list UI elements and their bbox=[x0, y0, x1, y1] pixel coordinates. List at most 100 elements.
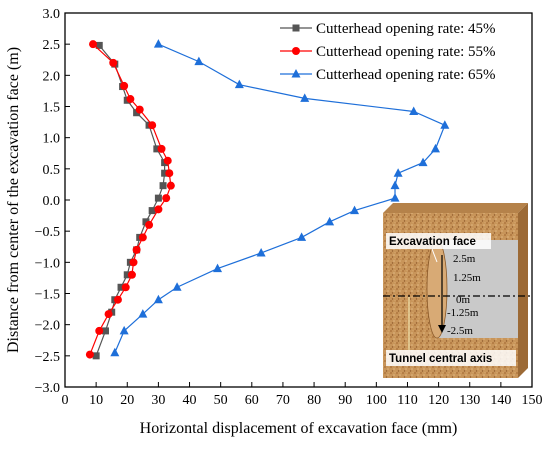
data-point bbox=[157, 144, 166, 153]
inset-mark-neg-2-5: -2.5m bbox=[447, 325, 473, 337]
data-point bbox=[133, 109, 141, 117]
y-tick-label: 1.5 bbox=[43, 101, 61, 116]
x-tick-label: 60 bbox=[245, 393, 259, 408]
inset-arrow-head-down bbox=[438, 325, 446, 333]
data-point bbox=[138, 309, 148, 318]
x-tick-label: 130 bbox=[459, 393, 480, 408]
data-point bbox=[165, 169, 174, 178]
tunnel-axis-label: Tunnel central axis bbox=[389, 353, 492, 365]
data-point bbox=[418, 157, 428, 167]
x-tick-label: 100 bbox=[366, 393, 387, 408]
data-point bbox=[161, 169, 169, 177]
data-point bbox=[234, 79, 244, 89]
excavation-leader bbox=[431, 248, 438, 263]
data-point bbox=[92, 352, 100, 360]
data-point bbox=[440, 120, 450, 129]
data-point bbox=[95, 326, 104, 335]
axes: 0 10 20 30 40 50 60 70 80 90 100 110 120 130 140 150 −3.… bbox=[5, 7, 543, 437]
data-point bbox=[126, 95, 135, 104]
series-line bbox=[95, 45, 166, 357]
y-tick-label: 2.5 bbox=[43, 38, 61, 53]
data-point bbox=[297, 232, 307, 241]
data-point bbox=[132, 245, 141, 254]
data-point bbox=[213, 263, 223, 273]
series-triangle bbox=[110, 39, 450, 357]
data-point bbox=[153, 39, 163, 48]
data-point bbox=[162, 194, 171, 203]
data-point bbox=[129, 258, 138, 267]
data-point bbox=[390, 180, 400, 190]
data-point bbox=[154, 205, 163, 214]
y-tick-label: 2.0 bbox=[43, 69, 61, 84]
x-tick-label: 110 bbox=[397, 393, 417, 408]
x-tick-label: 70 bbox=[276, 393, 290, 408]
x-tick-label: 40 bbox=[183, 393, 197, 408]
data-point bbox=[89, 40, 98, 49]
tunnel-inset: Excavation face Tunnel central axis 2.5m… bbox=[383, 203, 532, 378]
legend-marker bbox=[292, 24, 300, 32]
data-point bbox=[256, 247, 266, 257]
y-tick-label: −1.0 bbox=[35, 256, 60, 271]
y-tick-label: 1.0 bbox=[43, 132, 61, 147]
y-tick-label: 0.0 bbox=[43, 194, 61, 209]
data-point bbox=[123, 271, 131, 279]
legend-marker bbox=[292, 47, 300, 55]
data-point bbox=[148, 121, 157, 130]
x-axis-title: Horizontal displacement of excavation fa… bbox=[140, 420, 458, 437]
legend-label: Cutterhead opening rate: 65% bbox=[316, 67, 496, 83]
data-point bbox=[104, 310, 113, 319]
y-tick-label: 3.0 bbox=[43, 7, 61, 22]
inset-mark-1-25: 1.25m bbox=[453, 272, 481, 284]
x-tick-label: 10 bbox=[89, 393, 103, 408]
y-tick-label: −2.0 bbox=[35, 319, 60, 334]
data-point bbox=[121, 283, 130, 292]
inset-mark-neg-1-25: -1.25m bbox=[447, 307, 479, 319]
data-point bbox=[163, 156, 172, 165]
inset-side-face bbox=[518, 203, 528, 378]
y-tick-label: 0.5 bbox=[43, 163, 61, 178]
excavation-label-box bbox=[386, 233, 491, 249]
data-point bbox=[142, 218, 150, 226]
x-tick-label: 80 bbox=[307, 393, 321, 408]
data-point bbox=[153, 294, 163, 304]
tunnel-cut bbox=[431, 240, 518, 338]
data-point bbox=[117, 283, 125, 291]
data-point bbox=[110, 347, 120, 357]
data-point bbox=[109, 58, 118, 67]
data-point bbox=[127, 270, 136, 279]
data-point bbox=[390, 193, 400, 202]
data-point bbox=[300, 93, 310, 102]
series-circle bbox=[85, 40, 175, 359]
data-point bbox=[148, 207, 156, 215]
x-tick-label: 120 bbox=[428, 393, 449, 408]
data-point bbox=[409, 106, 419, 115]
data-point bbox=[172, 282, 182, 291]
excavation-face bbox=[426, 239, 448, 339]
y-tick-label: −2.5 bbox=[35, 350, 60, 365]
data-point bbox=[95, 41, 103, 49]
data-point bbox=[393, 168, 403, 177]
data-point bbox=[145, 220, 154, 229]
data-point bbox=[120, 81, 129, 90]
inset-mark-0: 0m bbox=[456, 294, 471, 306]
x-tick-label: 140 bbox=[490, 393, 511, 408]
series bbox=[85, 39, 450, 360]
y-tick-label: −0.5 bbox=[35, 225, 60, 240]
data-point bbox=[325, 216, 335, 226]
legend-label: Cutterhead opening rate: 45% bbox=[316, 21, 496, 37]
excavation-face-label: Excavation face bbox=[389, 236, 476, 248]
inset-mark-2-5: 2.5m bbox=[453, 253, 476, 265]
data-point bbox=[194, 56, 204, 66]
x-tick-label: 20 bbox=[120, 393, 134, 408]
legend: Cutterhead opening rate: 45% Cutterhead o… bbox=[280, 21, 496, 83]
data-point bbox=[350, 205, 360, 215]
data-point bbox=[138, 233, 147, 242]
data-point bbox=[101, 327, 109, 335]
x-tick-label: 90 bbox=[338, 393, 352, 408]
data-point bbox=[430, 143, 440, 153]
legend-marker bbox=[291, 69, 301, 78]
data-point bbox=[153, 145, 161, 153]
x-tick-label: 150 bbox=[522, 393, 543, 408]
x-tick-label: 50 bbox=[214, 393, 228, 408]
